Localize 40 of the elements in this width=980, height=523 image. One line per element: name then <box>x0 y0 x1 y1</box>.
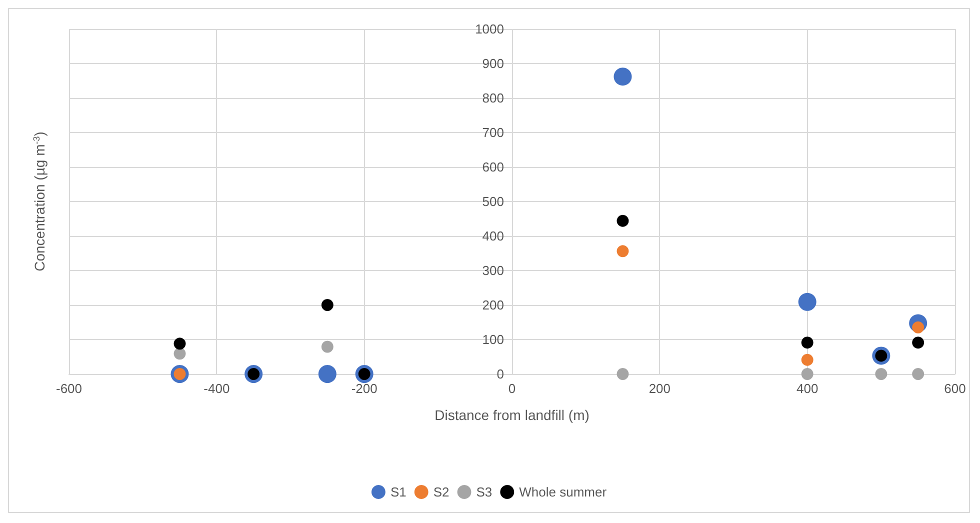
x-tick-label: 200 <box>648 381 671 396</box>
y-tick-label: 800 <box>482 90 504 106</box>
y-tick-label: 0 <box>496 366 504 382</box>
point <box>616 368 629 380</box>
point <box>174 338 186 350</box>
point <box>875 368 888 380</box>
point <box>912 368 924 380</box>
x-tick-label: 400 <box>796 381 818 396</box>
point <box>616 245 629 258</box>
point <box>912 336 924 349</box>
point <box>801 368 814 380</box>
y-tick-label: 900 <box>482 56 504 71</box>
point <box>614 68 632 86</box>
point <box>798 292 816 311</box>
point <box>801 354 814 366</box>
y-tick-label: 400 <box>482 228 504 244</box>
x-tick-label: -400 <box>204 381 230 396</box>
y-tick-label: 600 <box>482 160 504 174</box>
point <box>321 299 334 311</box>
x-tick-label: -200 <box>351 381 378 396</box>
y-tick-label: 1000 <box>475 22 504 36</box>
x-axis-title: Distance from landfill (m) <box>434 407 590 423</box>
x-tick-label: 600 <box>944 381 966 396</box>
legend-label: S1 <box>390 484 406 500</box>
legend-label: S3 <box>476 484 492 500</box>
point <box>174 348 186 360</box>
point <box>321 340 334 353</box>
x-tick-label: -600 <box>56 381 82 396</box>
y-tick-label: 500 <box>482 194 504 209</box>
point <box>616 214 629 227</box>
y-axis-title: Concentration (µg m-3) <box>32 132 48 272</box>
point <box>801 336 814 349</box>
legend-label: S2 <box>433 484 450 500</box>
y-tick-label: 700 <box>482 125 504 140</box>
x-tick-label: 0 <box>508 381 516 396</box>
point <box>318 365 336 383</box>
y-tick-label: 200 <box>482 298 504 312</box>
y-tick-label: 100 <box>482 332 504 347</box>
y-tick-label: 300 <box>482 263 504 278</box>
legend-label: Whole summer <box>519 484 608 500</box>
